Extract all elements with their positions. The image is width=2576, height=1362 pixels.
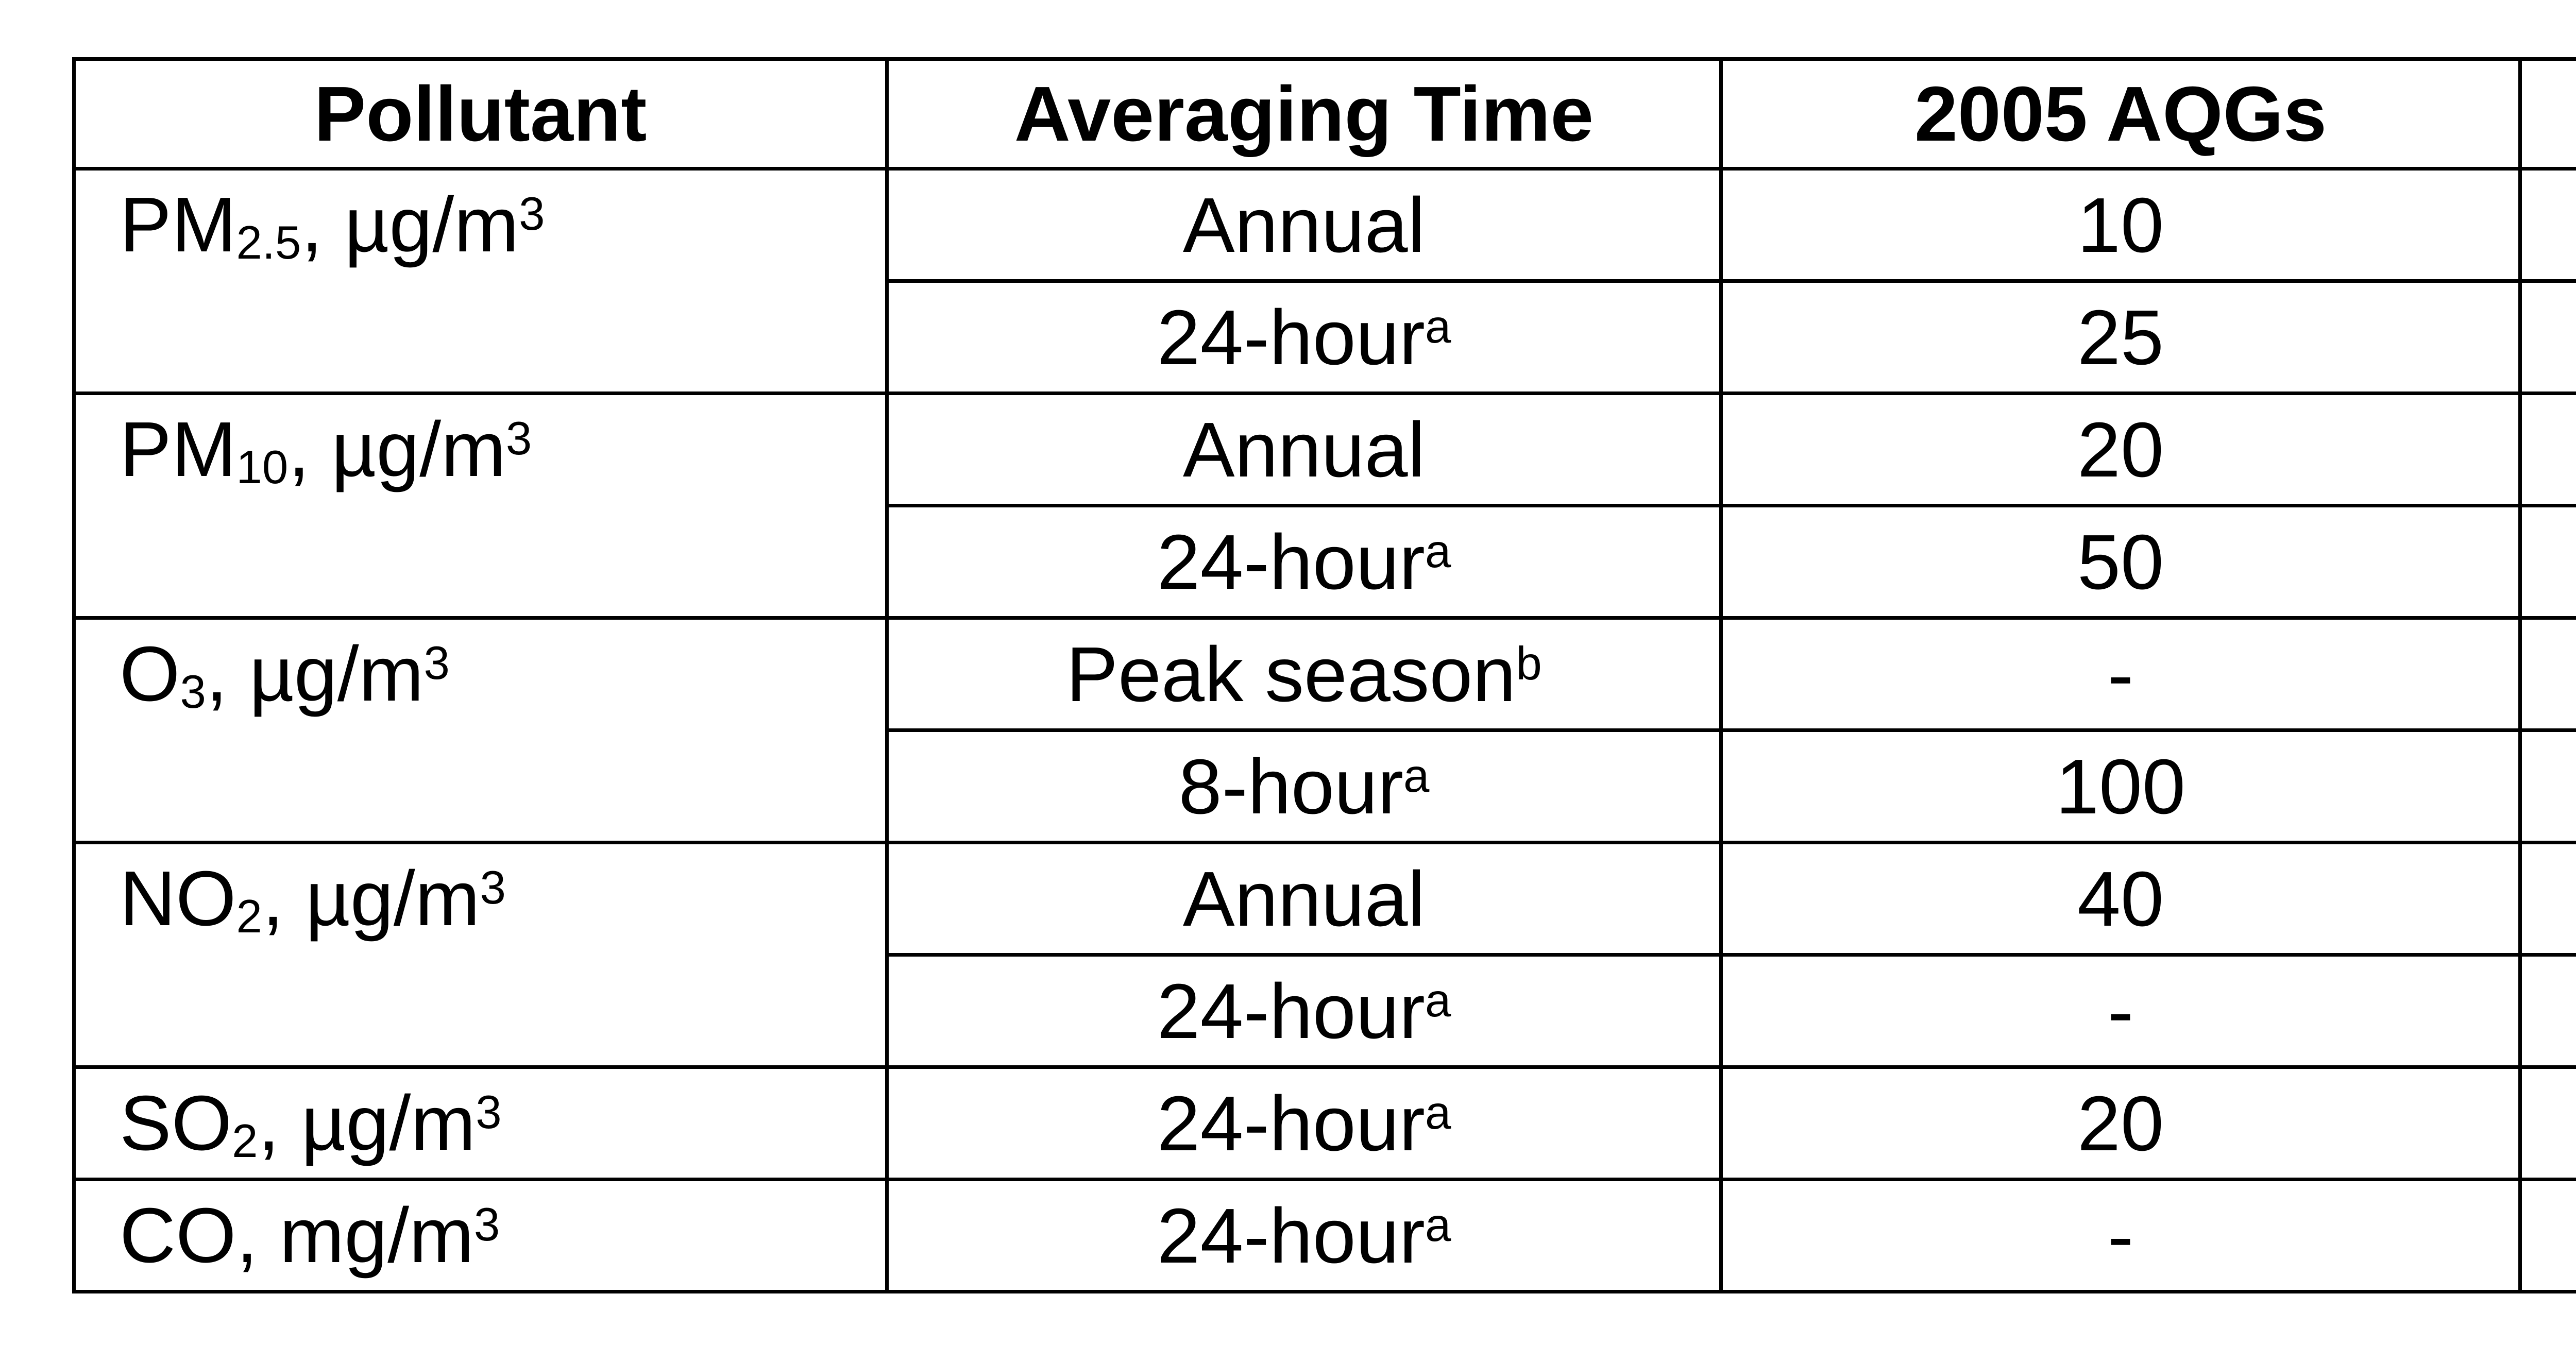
cell-2005: 20 [1719,391,2522,507]
aqg-table: Pollutant Averaging Time 2005 AQGs 2021 … [72,57,2576,1293]
cell-2021: 25 [2518,953,2576,1069]
cell-2005: - [1719,953,2522,1069]
cell-pollutant-no2: NO2, µg/m3 [72,841,889,1069]
header-row: Pollutant Averaging Time 2005 AQGs 2021 … [72,57,2576,171]
cell-2005: 10 [1719,167,2522,283]
cell-2021: 10 [2518,841,2576,957]
cell-2005: - [1719,616,2522,732]
table-row-pm25-annual: PM2.5, µg/m3 Annual 10 5 [72,167,2576,395]
table-row-no2-annual: NO2, µg/m3 Annual 40 10 [72,841,2576,1069]
cell-time: Annual [885,167,1723,283]
cell-pollutant-co: CO, mg/m3 [72,1178,889,1293]
cell-time: 24-houra [885,1178,1723,1293]
cell-2021: 60 [2518,616,2576,732]
cell-time: Annual [885,841,1723,957]
cell-2021: 15 [2518,279,2576,395]
header-pollutant: Pollutant [72,57,889,171]
cell-2005: 100 [1719,728,2522,844]
cell-2005: - [1719,1178,2522,1293]
cell-pollutant-pm10: PM10, µg/m3 [72,391,889,620]
cell-2005: 20 [1719,1065,2522,1181]
cell-2021: 15 [2518,391,2576,507]
cell-time: Annual [885,391,1723,507]
cell-pollutant-pm25: PM2.5, µg/m3 [72,167,889,395]
cell-pollutant-o3: O3, µg/m3 [72,616,889,844]
cell-2021: 45 [2518,504,2576,620]
header-2021-aqgs: 2021 AQGs [2518,57,2576,171]
table-row-so2-24hour: SO2, µg/m3 24-houra 20 40 [72,1065,2576,1181]
cell-time: Peak seasonb [885,616,1723,732]
table-row-o3-peak-season: O3, µg/m3 Peak seasonb - 60 [72,616,2576,844]
table-row-pm10-annual: PM10, µg/m3 Annual 20 15 [72,391,2576,620]
table-row-o3-8hour: 8-houra 100 100 [74,728,2576,844]
table-row-no2-24hour: 24-houra - 25 [74,953,2576,1069]
cell-2021: 4 [2518,1178,2576,1293]
cell-time: 24-houra [885,953,1723,1069]
table-row-co-24hour: CO, mg/m3 24-houra - 4 [72,1178,2576,1293]
header-averaging-time: Averaging Time [885,57,1723,171]
cell-time: 8-houra [885,728,1723,844]
cell-2005: 40 [1719,841,2522,957]
header-2005-aqgs: 2005 AQGs [1719,57,2522,171]
cell-2005: 50 [1719,504,2522,620]
cell-time: 24-houra [885,504,1723,620]
cell-2021: 100 [2518,728,2576,844]
cell-2021: 40 [2518,1065,2576,1181]
table-row-pm25-24hour: 24-houra 25 15 [74,279,2576,395]
cell-time: 24-houra [885,279,1723,395]
cell-pollutant-so2: SO2, µg/m3 [72,1065,889,1181]
table-row-pm10-24hour: 24-houra 50 45 [74,504,2576,620]
cell-2021: 5 [2518,167,2576,283]
cell-2005: 25 [1719,279,2522,395]
cell-time: 24-houra [885,1065,1723,1181]
